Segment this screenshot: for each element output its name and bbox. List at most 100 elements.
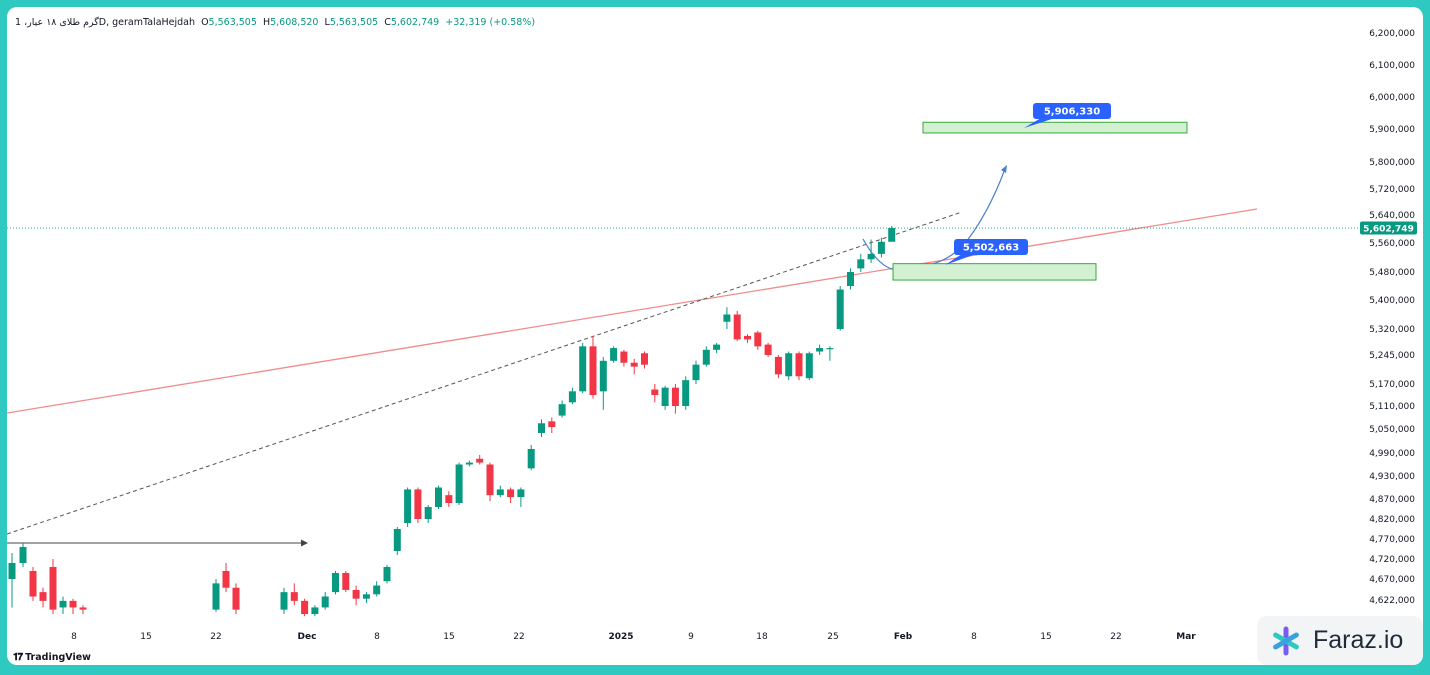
candle-body: [620, 351, 628, 363]
candle-body: [342, 573, 350, 590]
candle-body: [496, 489, 504, 496]
y-tick-label: 4,870,000: [1369, 495, 1415, 505]
x-axis: 8 15 22 Dec 8 15 22 2025 9 18 25 Feb 8 15 22 Mar: [71, 632, 1196, 642]
y-tick-label: 5,320,000: [1369, 325, 1415, 335]
candle-body: [373, 585, 381, 595]
candle-body: [764, 344, 772, 355]
x-tick-label: 15: [140, 632, 151, 642]
trendlines: [7, 165, 1359, 547]
candle-body: [805, 353, 813, 379]
upper-target-label-text: 5,906,330: [1044, 107, 1100, 118]
tradingview-icon: 𝟏𝟕: [13, 652, 23, 663]
candle-body: [785, 353, 793, 377]
candle-body: [548, 421, 556, 428]
faraz-text: Faraz.io: [1313, 626, 1404, 654]
candle-body: [404, 489, 412, 523]
candle-body: [290, 592, 298, 601]
candles: [8, 226, 896, 617]
candle-body: [414, 489, 422, 519]
y-tick-label: 4,820,000: [1369, 515, 1415, 525]
candle-body: [836, 289, 844, 329]
faraz-logo-icon: [1273, 626, 1299, 655]
candle-body: [733, 314, 741, 340]
candle-body: [280, 592, 288, 610]
candle-body: [641, 353, 648, 365]
price-chart[interactable]: 4,622,000 4,670,000 4,720,000 4,770,000 4,82…: [7, 7, 1423, 665]
tradingview-label: TradingView: [25, 652, 91, 663]
close-label: C: [384, 17, 391, 28]
candle-body: [79, 607, 87, 610]
candle-body: [321, 596, 329, 608]
x-tick-label: 22: [1110, 632, 1121, 642]
candle-body: [59, 600, 67, 608]
candle-body: [558, 404, 566, 416]
y-tick-label: 6,200,000: [1369, 29, 1415, 39]
candle-body: [393, 529, 401, 551]
candle-body: [877, 241, 885, 254]
interval: D: [98, 17, 107, 28]
candle-body: [232, 587, 240, 610]
open-label: O: [201, 17, 209, 28]
candle-body: [682, 380, 690, 406]
last-price-tag: [1360, 221, 1417, 235]
candle-body: [795, 353, 803, 377]
y-tick-label: 4,930,000: [1369, 472, 1415, 482]
symbol-header: 1 ،گرم طلای ۱۸ عیارD, geramTalaHejdah O5…: [15, 17, 536, 28]
candle-body: [538, 423, 545, 433]
candle-body: [867, 253, 875, 260]
candle-body: [435, 487, 442, 507]
candle-body: [723, 314, 731, 322]
candle-body: [599, 360, 607, 392]
y-tick-label: 4,720,000: [1369, 555, 1415, 565]
y-tick-label: 5,110,000: [1369, 402, 1415, 412]
candle-body: [424, 507, 432, 519]
x-tick-label: 15: [443, 632, 454, 642]
y-tick-label: 4,670,000: [1369, 575, 1415, 585]
candle-body: [517, 489, 525, 498]
candle-body: [445, 495, 453, 503]
candle-body: [661, 387, 669, 406]
candle-body: [826, 348, 834, 350]
y-tick-label: 5,900,000: [1369, 125, 1415, 135]
y-tick-label: 5,560,000: [1369, 239, 1415, 249]
candle-body: [589, 346, 597, 395]
y-tick-label: 5,170,000: [1369, 380, 1415, 390]
change-value: +32,319 (+0.58%): [445, 17, 536, 28]
y-tick-label: 5,800,000: [1369, 158, 1415, 168]
candle-body: [847, 272, 854, 286]
candle-body: [610, 348, 618, 361]
candle-body: [888, 228, 896, 242]
high-label: H: [262, 17, 271, 28]
x-tick-label: 8: [374, 632, 380, 642]
candle-body: [8, 563, 16, 579]
candle-body: [744, 335, 751, 340]
y-tick-label: 4,990,000: [1369, 449, 1415, 459]
y-tick-label: 5,400,000: [1369, 296, 1415, 306]
candle-body: [857, 259, 865, 269]
candle-body: [630, 362, 638, 367]
x-tick-label: Dec: [298, 632, 317, 642]
y-tick-label: 5,480,000: [1369, 268, 1415, 278]
y-tick-label: 4,622,000: [1369, 596, 1415, 606]
candle-body: [507, 489, 515, 498]
y-tick-label: 5,640,000: [1369, 211, 1415, 221]
close-value: 5,602,749: [390, 17, 440, 28]
y-tick-label: 6,000,000: [1369, 93, 1415, 103]
upper-target-label-pointer: [1024, 118, 1055, 128]
lower-zone-label-box: [954, 239, 1028, 255]
tradingview-logo[interactable]: 𝟏𝟕 TradingView: [13, 652, 91, 663]
y-tick-label: 4,770,000: [1369, 535, 1415, 545]
candle-body: [486, 464, 494, 496]
candle-body: [19, 547, 27, 563]
dashed-trendline: [7, 211, 963, 535]
candle-body: [301, 600, 309, 614]
candle-body: [774, 356, 782, 375]
high-value: 5,608,520: [270, 17, 319, 28]
y-tick-label: 5,720,000: [1369, 185, 1415, 195]
x-tick-label: 9: [688, 632, 694, 642]
candle-body: [29, 571, 37, 597]
candle-body: [671, 387, 679, 406]
candle-body: [362, 594, 370, 599]
candle-body: [651, 389, 659, 395]
y-axis: 4,622,000 4,670,000 4,720,000 4,770,000 4,82…: [1369, 29, 1415, 606]
